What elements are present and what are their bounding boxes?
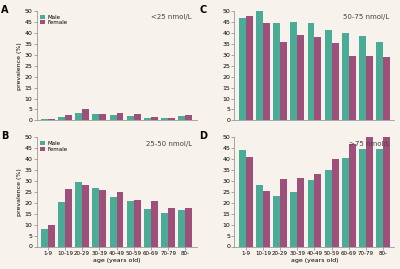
Bar (359, 36, 366, 120)
Bar (65, 189, 72, 246)
Bar (332, 159, 338, 246)
Bar (168, 208, 175, 246)
Bar (65, 115, 72, 120)
Bar (48, 225, 55, 246)
Bar (168, 118, 175, 120)
Bar (290, 22, 297, 120)
Bar (58, 202, 65, 246)
Bar (366, 56, 373, 120)
X-axis label: age (years old): age (years old) (291, 259, 338, 263)
Legend: Male, Female: Male, Female (39, 140, 68, 152)
Bar (134, 200, 141, 246)
Bar (273, 23, 280, 120)
Bar (116, 192, 124, 246)
Y-axis label: prevalence (%): prevalence (%) (17, 42, 22, 90)
Bar (308, 23, 314, 120)
X-axis label: age (years old): age (years old) (93, 259, 140, 263)
Bar (263, 191, 270, 246)
Bar (178, 116, 185, 120)
Bar (116, 113, 124, 120)
Bar (58, 117, 65, 120)
Bar (308, 180, 314, 246)
Bar (99, 190, 106, 246)
Bar (151, 117, 158, 120)
Bar (82, 185, 89, 246)
Bar (263, 23, 270, 120)
Bar (99, 114, 106, 120)
Bar (246, 157, 252, 246)
Bar (280, 179, 287, 246)
Bar (239, 18, 246, 120)
Bar (342, 158, 349, 246)
Bar (110, 197, 116, 246)
Bar (178, 210, 185, 246)
Bar (127, 201, 134, 246)
Bar (151, 201, 158, 246)
Bar (134, 114, 141, 120)
Bar (82, 109, 89, 120)
Bar (376, 149, 383, 246)
Bar (342, 33, 349, 120)
Bar (161, 118, 168, 120)
Bar (185, 208, 192, 246)
Bar (349, 56, 356, 120)
Bar (366, 136, 373, 246)
Legend: Male, Female: Male, Female (39, 14, 68, 26)
Text: >75 nmol/L: >75 nmol/L (349, 141, 390, 147)
Bar (144, 118, 151, 120)
Bar (161, 213, 168, 246)
Bar (256, 185, 263, 246)
Bar (75, 113, 82, 120)
Bar (75, 182, 82, 246)
Text: 50-75 nmol/L: 50-75 nmol/L (343, 15, 390, 20)
Text: C: C (199, 5, 206, 15)
Bar (359, 149, 366, 246)
Bar (41, 229, 48, 246)
Bar (48, 119, 55, 120)
Bar (110, 115, 116, 120)
Text: A: A (1, 5, 9, 15)
Bar (383, 57, 390, 120)
Text: D: D (199, 131, 207, 141)
Bar (127, 116, 134, 120)
Bar (273, 196, 280, 246)
Text: <25 nmol/L: <25 nmol/L (151, 15, 192, 20)
Bar (246, 16, 252, 120)
Bar (314, 175, 321, 246)
Bar (144, 209, 151, 246)
Bar (349, 144, 356, 246)
Bar (239, 150, 246, 246)
Bar (314, 37, 321, 120)
Text: B: B (1, 131, 9, 141)
Bar (256, 11, 263, 120)
Text: 25-50 nmol/L: 25-50 nmol/L (146, 141, 192, 147)
Bar (41, 119, 48, 120)
Bar (376, 42, 383, 120)
Bar (290, 192, 297, 246)
Y-axis label: prevalence (%): prevalence (%) (17, 168, 22, 216)
Bar (280, 42, 287, 120)
Bar (185, 115, 192, 120)
Bar (325, 30, 332, 120)
Bar (325, 170, 332, 246)
Bar (92, 114, 99, 120)
Bar (383, 135, 390, 246)
Bar (92, 187, 99, 246)
Bar (332, 43, 338, 120)
Bar (297, 35, 304, 120)
Bar (297, 178, 304, 246)
